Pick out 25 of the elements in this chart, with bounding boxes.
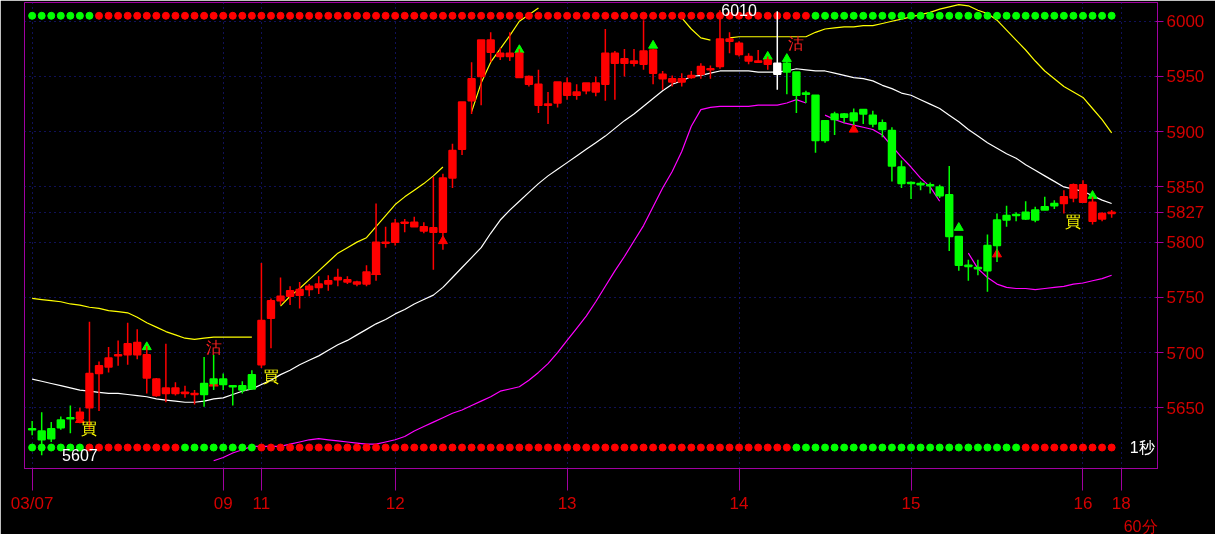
y-tick-label: 6000	[1166, 12, 1205, 32]
x-tick-label: 03/07	[10, 493, 54, 513]
annotation: 沽	[205, 338, 222, 356]
annotation: 買	[81, 420, 98, 438]
x-tick-label: 13	[557, 493, 577, 513]
x-tick-label: 14	[729, 493, 749, 513]
annotation: 沽	[788, 34, 805, 52]
x-tick-label: 18	[1111, 493, 1131, 513]
text: 1秒	[1129, 439, 1155, 457]
text: 60分	[1123, 517, 1158, 534]
y-tick-label: 5650	[1166, 398, 1205, 418]
x-tick-label: 12	[385, 493, 405, 513]
x-tick-label: 15	[901, 493, 921, 513]
y-tick-label: 5900	[1166, 122, 1205, 142]
y-tick-label: 5750	[1166, 288, 1205, 308]
y-tick-label: 5950	[1166, 67, 1205, 87]
y-tick-label: 5827	[1166, 203, 1205, 223]
y-tick-label: 5800	[1166, 233, 1205, 253]
y-tick-label: 5850	[1166, 177, 1205, 197]
annotation: 買	[1065, 212, 1082, 230]
x-tick-label: 16	[1073, 493, 1093, 513]
y-tick-label: 5700	[1166, 343, 1205, 363]
annotation: 5607	[62, 447, 98, 465]
x-tick-label: 09	[213, 493, 233, 513]
x-tick-label: 11	[252, 493, 271, 513]
